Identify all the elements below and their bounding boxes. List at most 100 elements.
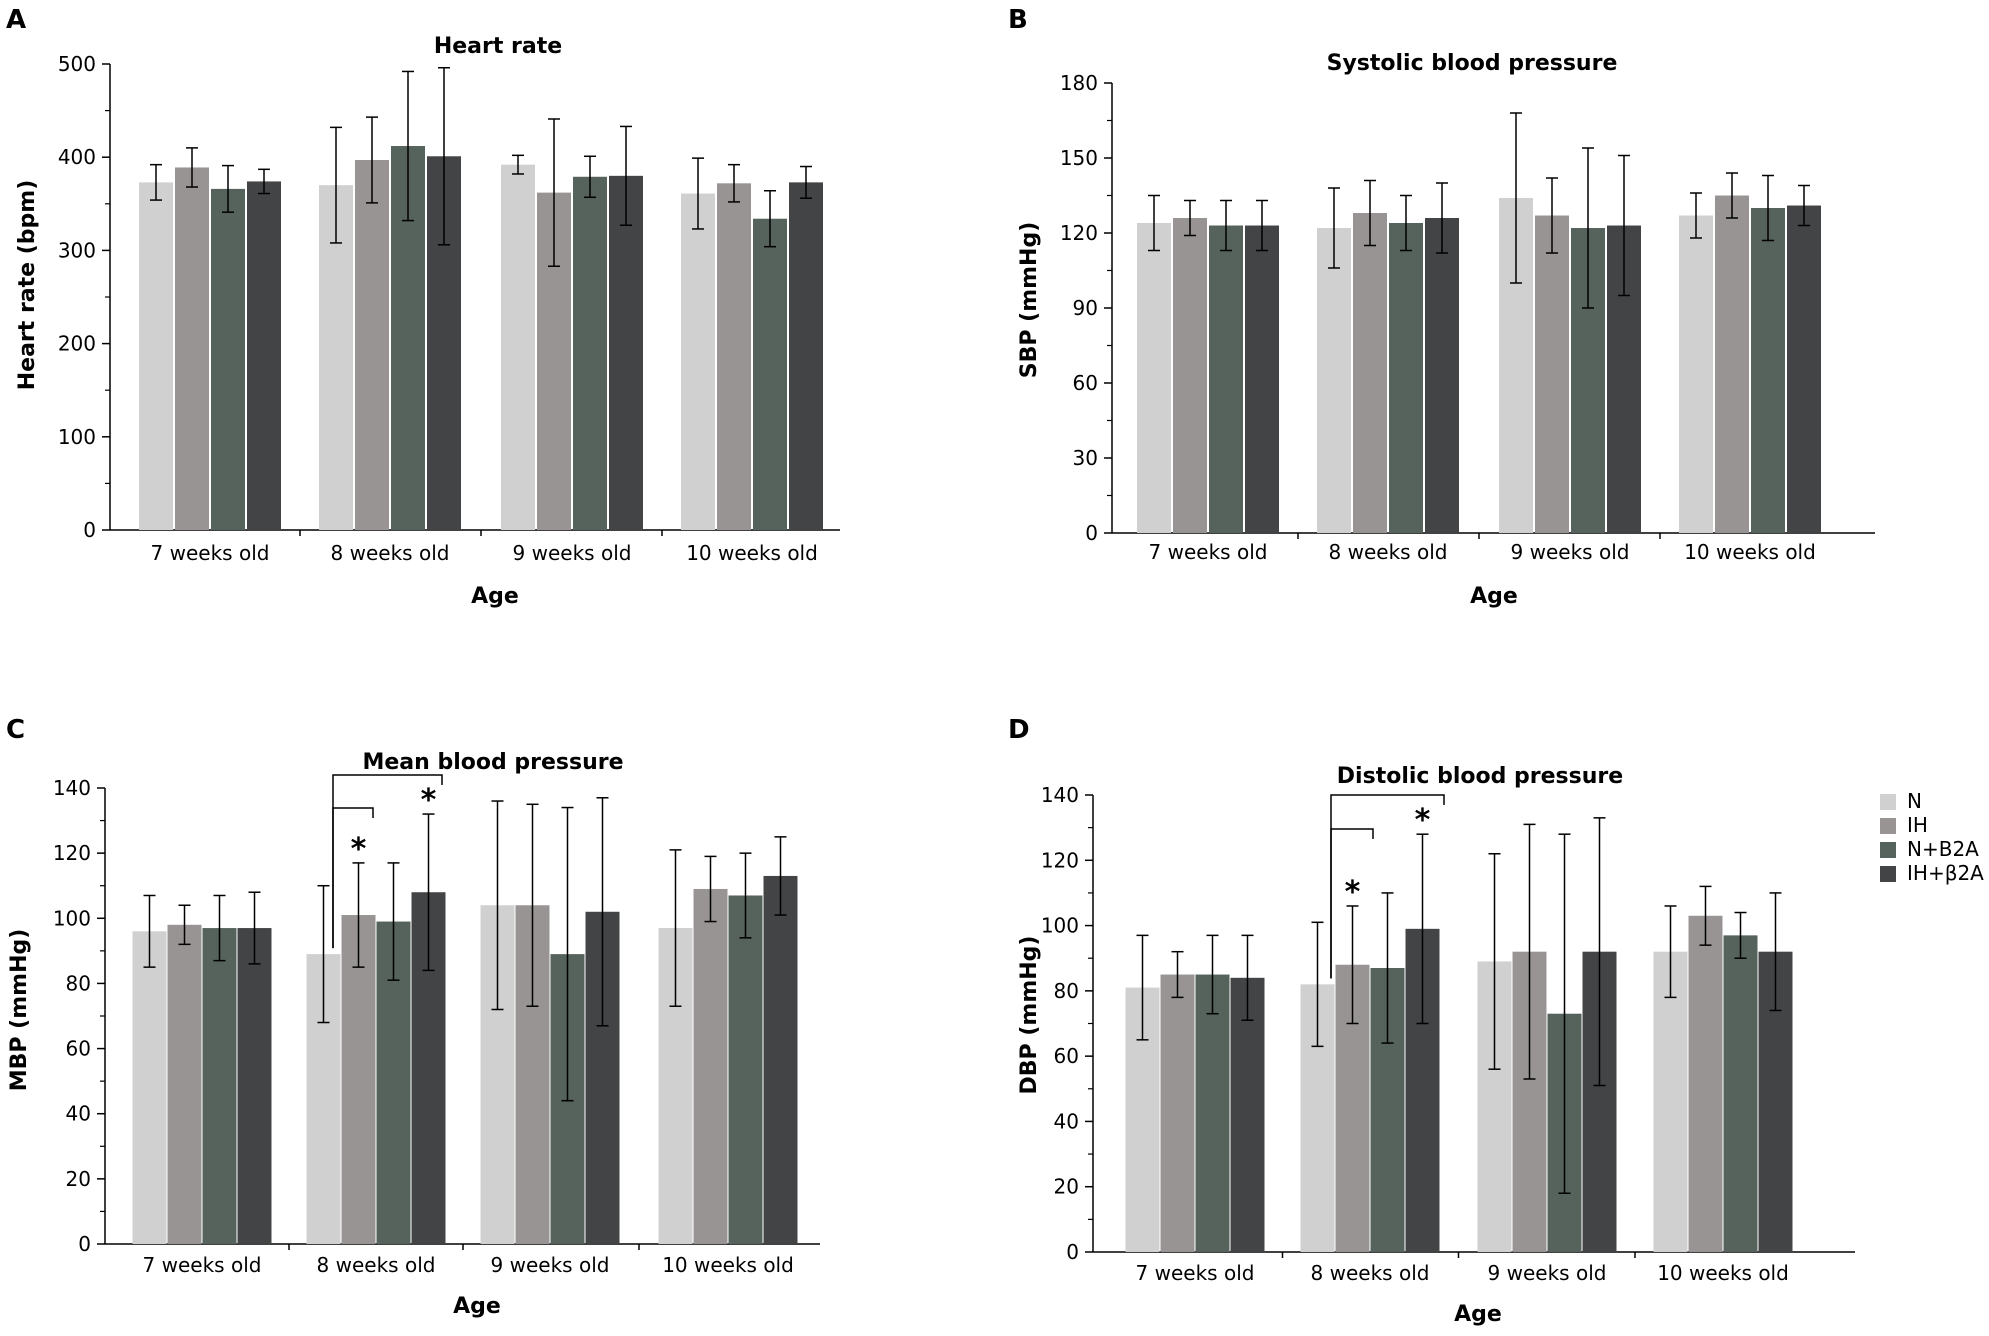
legend-swatch — [1880, 842, 1896, 858]
y-axis-title: DBP (mmHg) — [1017, 936, 1042, 1095]
error-bar — [317, 884, 330, 1024]
y-tick-label: 0 — [1085, 521, 1098, 545]
error-bar — [387, 862, 400, 981]
legend-item-ih: IH — [1880, 813, 1928, 837]
error-bar — [1546, 177, 1558, 254]
legend-label: IH+β2A — [1907, 861, 1984, 885]
legend-swatch — [1880, 818, 1896, 834]
error-bar — [800, 165, 812, 199]
y-tick-label: 60 — [1073, 371, 1098, 395]
error-bar — [1558, 833, 1571, 1194]
error-bar — [512, 154, 524, 175]
y-tick-label: 150 — [1060, 146, 1098, 170]
error-bar — [1699, 885, 1712, 946]
error-bar — [620, 125, 632, 226]
bar — [175, 167, 209, 530]
error-bar — [1690, 192, 1702, 239]
error-bar — [402, 70, 414, 222]
error-bar — [150, 163, 162, 201]
error-bar — [1220, 199, 1232, 252]
error-bar — [1523, 823, 1536, 1080]
error-bar — [258, 168, 270, 195]
bar — [693, 888, 728, 1244]
x-tick-label: 8 weeks old — [1329, 540, 1448, 564]
error-bar — [1400, 194, 1412, 252]
error-bar — [1582, 147, 1594, 309]
bar — [1688, 915, 1723, 1252]
panel-d-diastolic-bp: D Distolic blood pressure DBP (mmHg) Age… — [1008, 715, 1855, 1327]
y-tick-label: 0 — [83, 518, 96, 542]
bar — [132, 931, 167, 1244]
x-tick-label: 9 weeks old — [513, 541, 632, 565]
error-bar — [1510, 112, 1522, 284]
significance-star: * — [351, 832, 367, 867]
legend-swatch — [1880, 866, 1896, 882]
error-bar — [1136, 934, 1149, 1041]
error-bar — [1241, 934, 1254, 1021]
x-tick-label: 7 weeks old — [1136, 1261, 1255, 1285]
plot-area: 0 20 40 60 80 100 120 140 7 weeks old 8 weeks old… — [1041, 783, 1855, 1285]
error-bar — [491, 800, 504, 1011]
plot-area: 0 30 60 90 120 150 180 7 weeks old 8 weeks old 9 … — [1060, 71, 1875, 564]
error-bar — [548, 118, 560, 267]
x-tick-label: 9 weeks old — [1511, 540, 1630, 564]
error-bar — [438, 66, 450, 246]
bar — [1389, 223, 1423, 533]
x-axis-title: Age — [453, 1294, 501, 1319]
bar — [211, 188, 245, 530]
legend-label: N — [1907, 789, 1922, 813]
error-bar — [1762, 174, 1774, 242]
panel-letter-b: B — [1008, 5, 1028, 35]
x-tick-label: 7 weeks old — [151, 541, 270, 565]
x-tick-label: 8 weeks old — [317, 1253, 436, 1277]
y-tick-label: 20 — [1054, 1175, 1079, 1199]
x-tick-label: 10 weeks old — [1684, 540, 1816, 564]
bar — [139, 182, 173, 530]
bar — [1245, 225, 1279, 533]
x-tick-label: 10 weeks old — [1657, 1261, 1789, 1285]
bar — [247, 181, 281, 530]
x-tick-label: 7 weeks old — [143, 1253, 262, 1277]
error-bar — [248, 891, 261, 965]
panel-b-systolic-bp: B Systolic blood pressure SBP (mmHg) Age… — [1008, 5, 1875, 609]
x-axis-title: Age — [1454, 1302, 1502, 1327]
y-tick-label: 100 — [53, 906, 91, 930]
significance-bracket — [332, 774, 443, 949]
x-tick-label: 8 weeks old — [1311, 1261, 1430, 1285]
error-bar — [1346, 905, 1359, 1025]
error-bar — [1184, 199, 1196, 237]
y-tick-label: 0 — [78, 1232, 91, 1256]
error-bar — [1328, 187, 1340, 269]
y-axis-title: Heart rate (bpm) — [15, 180, 40, 391]
panel-a-heart-rate: A Heart rate Heart rate (bpm) Age 0 100 20… — [6, 5, 840, 609]
y-tick-label: 200 — [58, 332, 96, 356]
plot-area: 0 20 40 60 80 100 120 140 7 weeks old 8 weeks old… — [53, 774, 820, 1277]
error-bar — [1726, 172, 1738, 219]
error-bar — [526, 803, 539, 1007]
chart-title: Distolic blood pressure — [1337, 764, 1623, 789]
panel-letter-d: D — [1008, 715, 1030, 745]
chart-title: Heart rate — [434, 34, 562, 59]
x-tick-label: 10 weeks old — [686, 541, 818, 565]
bar — [1160, 974, 1195, 1252]
bar — [681, 193, 715, 530]
bar — [237, 928, 272, 1244]
panel-letter-a: A — [6, 5, 26, 35]
y-tick-label: 100 — [1041, 914, 1079, 938]
bar — [1137, 223, 1171, 533]
error-bar — [186, 147, 198, 188]
significance-star: * — [1415, 803, 1431, 838]
legend-item-ih-b2a: IH+β2A — [1880, 861, 1984, 885]
x-tick-label: 9 weeks old — [1488, 1261, 1607, 1285]
bar — [341, 915, 376, 1244]
bar — [1535, 215, 1569, 533]
error-bar — [1664, 905, 1677, 999]
y-tick-label: 80 — [1054, 979, 1079, 1003]
error-bar — [728, 163, 740, 203]
error-bar — [330, 126, 342, 244]
bar — [1230, 977, 1265, 1252]
chart-title: Mean blood pressure — [362, 750, 623, 775]
legend-label: N+B2A — [1907, 837, 1979, 861]
y-tick-label: 300 — [58, 238, 96, 262]
